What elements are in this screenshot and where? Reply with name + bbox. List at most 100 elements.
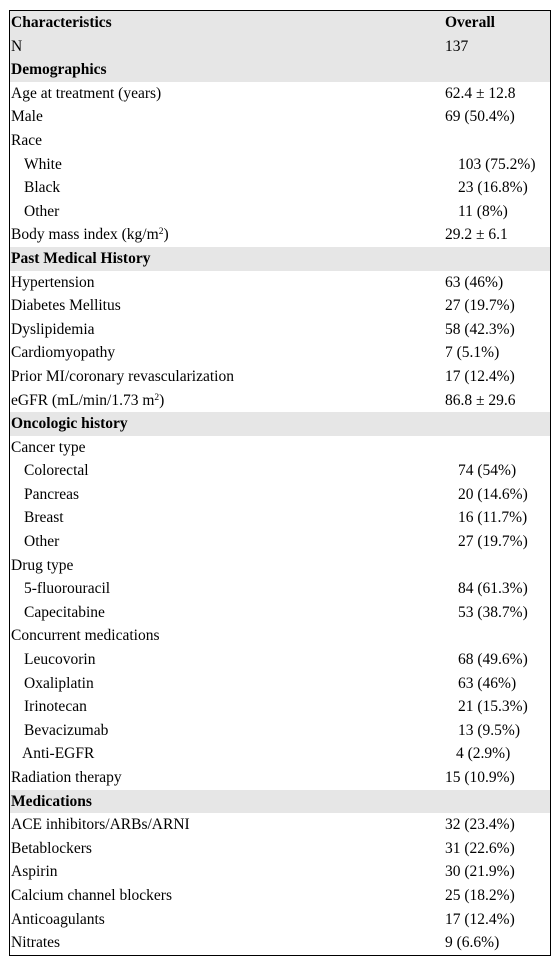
header-characteristics: Characteristics [11,14,112,31]
row-label: Irinotecan [24,698,87,716]
table-header-row: Characteristics Overall [10,11,550,35]
row-value: 13 (9.5%) [458,721,520,739]
characteristics-table: Characteristics Overall N 137 Demographi… [9,10,551,956]
row-value: 103 (75.2%) [458,155,536,173]
row-label: Anti-EGFR [22,745,95,763]
table-row: Drug type [10,554,550,578]
row-value: 17 (12.4%) [445,367,515,385]
row-value: 62.4 ± 12.8 [445,84,516,102]
row-label: ACE inhibitors/ARBs/ARNI [11,816,190,834]
table-row: eGFR (mL/min/1.73 m2) 86.8 ± 29.6 [10,389,550,413]
table-row: White 103 (75.2%) [10,153,550,177]
n-value: 137 [445,37,469,55]
row-value: 63 (46%) [445,273,504,291]
row-label: Cardiomyopathy [11,344,116,362]
row-label: Drug type [11,556,74,574]
row-label: Leucovorin [24,651,96,669]
row-label: Other [24,202,60,220]
table-row: Irinotecan 21 (15.3%) [10,695,550,719]
row-value: 32 (23.4%) [445,816,515,834]
row-value: 7 (5.1%) [445,344,500,362]
table-row: Calcium channel blockers 25 (18.2%) [10,884,550,908]
row-label: Age at treatment (years) [11,84,162,102]
row-value: 74 (54%) [458,462,517,480]
n-row: N 137 [10,34,550,59]
table-row: Betablockers 31 (22.6%) [10,837,550,861]
table-row: Cardiomyopathy 7 (5.1%) [10,341,550,365]
table-row: 5-fluorouracil 84 (61.3%) [10,577,550,601]
row-label: Cancer type [11,438,86,456]
section-title: Oncologic history [11,415,128,433]
table-row: Anti-EGFR 4 (2.9%) [10,742,550,766]
row-value: 63 (46%) [458,674,517,692]
table-row: Anticoagulants 17 (12.4%) [10,908,550,932]
table-row: Other 11 (8%) [10,200,550,224]
row-value: 4 (2.9%) [456,745,511,763]
row-label: Pancreas [24,485,80,503]
section-demographics: Demographics [10,58,550,82]
row-label: 5-fluorouracil [24,580,111,598]
section-medications: Medications [10,789,550,814]
table-row: Black 23 (16.8%) [10,176,550,200]
table-row: Dyslipidemia 58 (42.3%) [10,318,550,342]
row-value: 9 (6.6%) [445,934,500,952]
row-label: Anticoagulants [11,910,105,928]
row-label: Body mass index (kg/m2) [11,226,169,244]
row-label: Capecitabine [24,603,105,621]
row-value: 69 (50.4%) [445,108,515,126]
row-label: Male [11,108,43,126]
table-row: Age at treatment (years) 62.4 ± 12.8 [10,82,550,106]
row-label: Other [24,533,60,551]
row-value: 11 (8%) [458,202,508,220]
row-label: Breast [24,509,64,527]
table-row: Aspirin 30 (21.9%) [10,860,550,884]
table-row: Breast 16 (11.7%) [10,506,550,530]
section-title: Past Medical History [11,249,151,267]
row-value: 86.8 ± 29.6 [445,391,516,409]
row-value: 23 (16.8%) [458,179,528,197]
row-value: 68 (49.6%) [458,651,528,669]
section-past-medical-history: Past Medical History [10,246,550,271]
row-value: 27 (19.7%) [458,533,528,551]
row-value: 21 (15.3%) [458,698,528,716]
table-row: Race [10,129,550,153]
row-value: 30 (21.9%) [445,863,515,881]
table-row: Colorectal 74 (54%) [10,459,550,483]
row-value: 17 (12.4%) [445,910,515,928]
table-row: Hypertension 63 (46%) [10,271,550,295]
row-label: Betablockers [11,839,92,857]
table-row: Nitrates 9 (6.6%) [10,931,550,955]
row-value: 27 (19.7%) [445,297,515,315]
header-overall: Overall [445,14,495,31]
table-row: Cancer type [10,436,550,460]
row-value: 15 (10.9%) [445,769,515,786]
row-label: Dyslipidemia [11,320,95,338]
row-value: 84 (61.3%) [458,580,528,598]
section-title: Medications [11,792,92,810]
table-row: ACE inhibitors/ARBs/ARNI 32 (23.4%) [10,813,550,837]
row-value: 16 (11.7%) [458,509,528,527]
table-row: Leucovorin 68 (49.6%) [10,648,550,672]
table-row: Oxaliplatin 63 (46%) [10,672,550,696]
table-row: Pancreas 20 (14.6%) [10,483,550,507]
row-label: Prior MI/coronary revascularization [11,367,234,385]
table-row: Body mass index (kg/m2) 29.2 ± 6.1 [10,223,550,247]
row-label: White [24,155,62,173]
table-row: Other 27 (19.7%) [10,530,550,554]
n-label: N [11,37,23,55]
section-oncologic-history: Oncologic history [10,412,550,436]
row-label: Black [24,179,61,197]
row-label: Diabetes Mellitus [11,297,121,315]
table-row: Radiation therapy 15 (10.9%) [10,766,550,790]
table-row: Prior MI/coronary revascularization 17 (… [10,365,550,389]
row-label: Radiation therapy [11,769,122,786]
row-value: 53 (38.7%) [458,603,528,621]
table-row: Concurrent medications [10,624,550,648]
row-value: 20 (14.6%) [458,485,528,503]
row-value: 31 (22.6%) [445,839,515,857]
row-label: Race [11,131,42,149]
row-value: 58 (42.3%) [445,320,515,338]
row-label: Aspirin [11,863,58,881]
row-label: Calcium channel blockers [11,886,172,904]
row-value: 25 (18.2%) [445,886,515,904]
